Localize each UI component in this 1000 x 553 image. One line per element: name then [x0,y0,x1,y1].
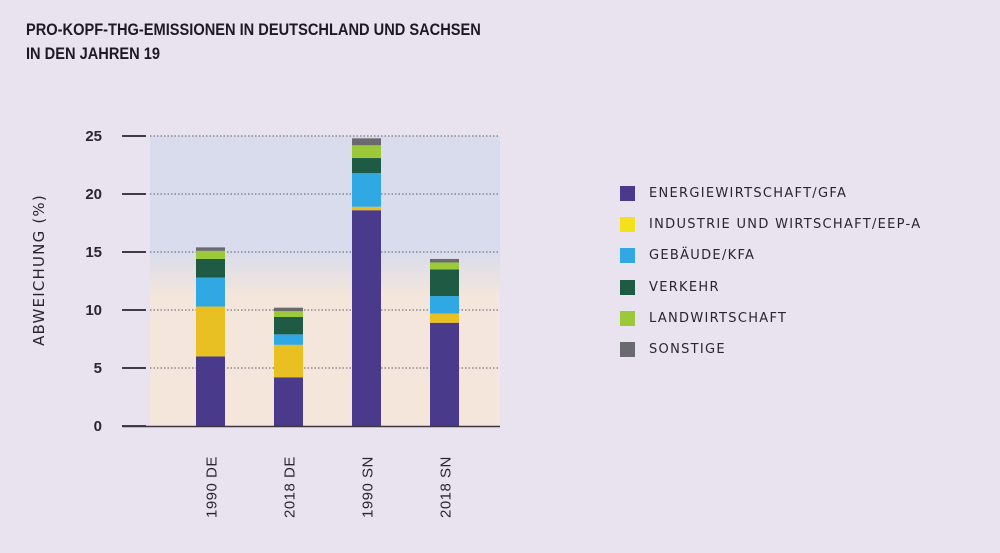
bar-segment [352,173,381,207]
bar-segment [430,322,459,426]
legend-swatch [620,217,635,233]
bar-segment [196,250,225,259]
y-tick-label: 5 [94,360,102,377]
bar-stack [196,247,225,426]
legend-item: SONSTIGE [620,334,921,365]
legend-label: GEBÄUDE/KFA [649,248,756,264]
chart-title: PRO-KOPF-THG-EMISSIONEN IN DEUTSCHLAND U… [26,18,628,66]
bar-segment [274,344,303,378]
chart-title-line-2: IN DEN JAHREN 19 [26,44,161,63]
bar-stack [430,258,459,426]
y-tick-label: 20 [85,186,102,203]
bar-segment [196,277,225,307]
chart-title-line-1: PRO-KOPF-THG-EMISSIONEN IN DEUTSCHLAND U… [26,20,481,39]
bar-segment [196,258,225,278]
legend-label: INDUSTRIE UND WIRTSCHAFT/EEP-A [649,217,922,233]
bars [196,138,459,426]
bar-segment [430,296,459,314]
legend-swatch [620,342,635,358]
axes: 0 5 10 15 20 25 1990 DE 2018 DE 1990 SN 2018 SN [85,128,500,518]
bar-segment [352,158,381,174]
bar-segment [196,247,225,251]
legend-swatch [620,186,635,202]
bar-segment [430,313,459,323]
bar-segment [430,262,459,270]
bar-segment [274,316,303,335]
bar-segment [196,306,225,357]
legend-swatch [620,310,635,326]
legend-label: LANDWIRTSCHAFT [649,310,788,326]
bar-segment [196,356,225,426]
bar-segment [274,334,303,345]
legend-label: SONSTIGE [649,342,726,358]
bar-stack [352,138,381,426]
legend-item: ENERGIEWIRTSCHAFT/GFA [620,178,921,209]
bar-segment [274,311,303,317]
y-axis-label: ABWEICHUNG (%) [30,194,48,346]
bar-segment [352,145,381,159]
legend-item: LANDWIRTSCHAFT [620,303,921,334]
y-tick-label: 0 [94,418,102,435]
x-tick-label: 1990 DE [204,456,221,518]
x-tick-label: 1990 SN [360,456,377,518]
y-tick-label: 15 [85,244,102,261]
x-tick-label: 2018 DE [282,456,299,518]
bar-stack [274,307,303,426]
legend-swatch [620,279,635,295]
x-tick-label: 2018 SN [438,456,455,518]
bar-segment [274,377,303,426]
legend-label: ENERGIEWIRTSCHAFT/GFA [649,186,848,202]
y-tick-label: 10 [85,302,102,319]
legend: ENERGIEWIRTSCHAFT/GFA INDUSTRIE UND WIRTS… [620,178,921,365]
legend-item: GEBÄUDE/KFA [620,240,921,271]
bar-segment [352,206,381,211]
y-tick-label: 25 [85,128,102,145]
legend-label: VERKEHR [649,279,720,295]
bar-segment [430,269,459,297]
legend-item: VERKEHR [620,272,921,303]
bar-segment [352,138,381,146]
bar-segment [352,210,381,426]
bar-segment [274,307,303,312]
bar-segment [430,258,459,263]
legend-item: INDUSTRIE UND WIRTSCHAFT/EEP-A [620,209,921,240]
legend-swatch [620,248,635,264]
